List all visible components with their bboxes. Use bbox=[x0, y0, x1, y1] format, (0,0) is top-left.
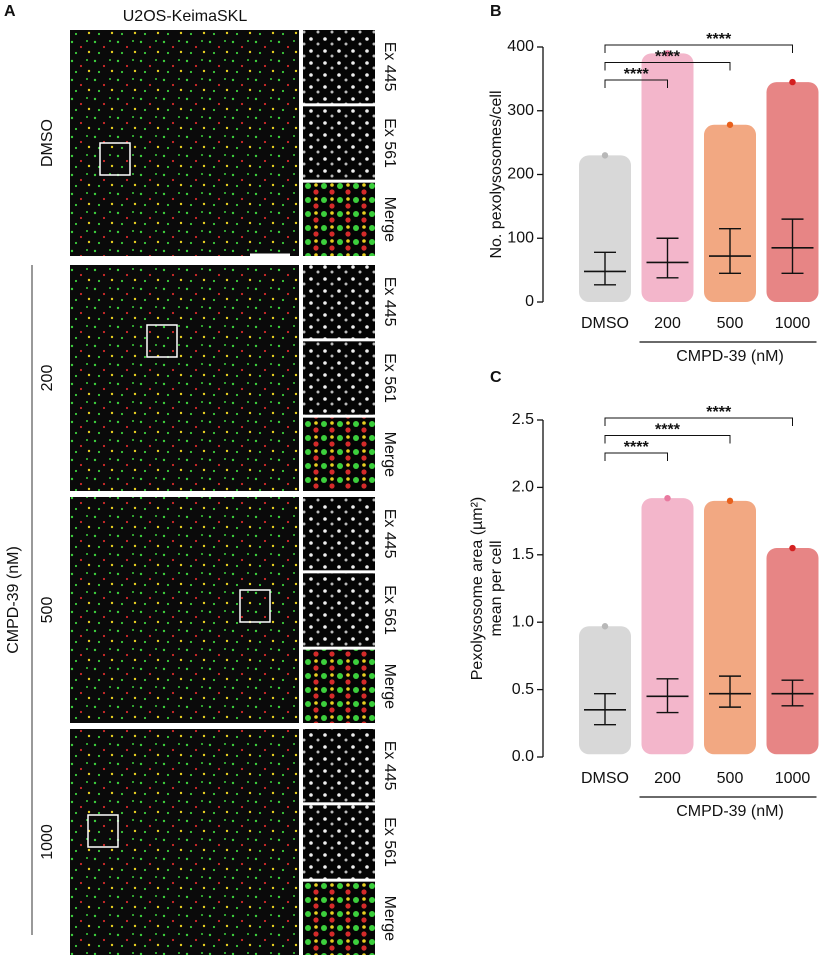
channel-label: Ex 445 bbox=[381, 509, 398, 559]
inset bbox=[303, 497, 375, 571]
max-point bbox=[601, 623, 609, 630]
group-label: CMPD-39 (nM) bbox=[676, 348, 784, 365]
x-tick-label: 500 bbox=[717, 315, 744, 332]
x-tick-label: 1000 bbox=[775, 770, 811, 787]
row-label: 200 bbox=[39, 365, 56, 392]
y-axis-label: No. pexolysosomes/cell bbox=[488, 90, 505, 258]
y-tick-label: 200 bbox=[507, 166, 534, 183]
x-tick-label: 200 bbox=[654, 315, 681, 332]
y-axis-label: mean per cell bbox=[488, 540, 505, 636]
y-tick-label: 1.0 bbox=[512, 613, 534, 630]
y-tick-label: 2.0 bbox=[512, 479, 534, 496]
max-point bbox=[726, 497, 734, 505]
inset bbox=[303, 341, 375, 415]
x-tick-label: 1000 bbox=[775, 315, 811, 332]
inset bbox=[303, 649, 375, 723]
panel-title: U2OS-KeimaSKL bbox=[123, 8, 248, 25]
inset bbox=[303, 417, 375, 491]
significance-bracket bbox=[604, 435, 731, 444]
significance-label: **** bbox=[624, 66, 650, 83]
significance-bracket bbox=[604, 62, 731, 71]
max-point bbox=[664, 50, 671, 57]
zoom-box bbox=[87, 814, 119, 848]
channel-label: Ex 445 bbox=[381, 42, 398, 92]
dot-cloud bbox=[704, 124, 756, 303]
y-tick-label: 0.0 bbox=[512, 748, 534, 765]
significance-bracket bbox=[604, 79, 668, 88]
max-point bbox=[789, 544, 796, 552]
y-tick-label: 0.5 bbox=[512, 681, 534, 698]
x-tick-label: 200 bbox=[654, 770, 681, 787]
y-tick-label: 1.5 bbox=[512, 546, 534, 563]
inset bbox=[303, 30, 375, 104]
dot-cloud bbox=[766, 548, 819, 755]
inset bbox=[303, 265, 375, 339]
y-tick-label: 2.5 bbox=[512, 411, 534, 428]
micrograph bbox=[70, 497, 299, 723]
y-axis-label: Pexolysosome area (µm²) bbox=[469, 497, 486, 681]
channel-label: Ex 445 bbox=[381, 277, 398, 327]
dot-cloud bbox=[579, 155, 631, 302]
channel-label: Ex 561 bbox=[381, 585, 398, 635]
significance-label: **** bbox=[706, 31, 732, 48]
panel-label: C bbox=[490, 369, 502, 386]
inset bbox=[303, 573, 375, 647]
channel-label: Ex 561 bbox=[381, 817, 398, 867]
group-label: CMPD-39 (nM) bbox=[676, 803, 784, 820]
significance-label: **** bbox=[624, 439, 650, 456]
x-tick-label: 500 bbox=[717, 770, 744, 787]
significance-bracket bbox=[604, 417, 793, 426]
channel-label: Merge bbox=[381, 197, 398, 242]
micrograph bbox=[70, 729, 299, 955]
x-tick-label: DMSO bbox=[581, 315, 629, 332]
dot-cloud bbox=[641, 53, 694, 302]
significance-bracket bbox=[604, 44, 793, 53]
x-tick-label: DMSO bbox=[581, 770, 629, 787]
group-label: CMPD-39 (nM) bbox=[5, 546, 22, 654]
y-tick-label: 400 bbox=[507, 38, 534, 55]
inset bbox=[303, 106, 375, 180]
y-tick-label: 100 bbox=[507, 229, 534, 246]
micrograph bbox=[70, 265, 299, 491]
significance-label: **** bbox=[706, 404, 732, 421]
channel-label: Merge bbox=[381, 432, 398, 477]
row-label: 1000 bbox=[39, 824, 56, 860]
zoom-box bbox=[239, 589, 271, 623]
dot-cloud bbox=[641, 498, 694, 755]
inset bbox=[303, 805, 375, 879]
panel-label: B bbox=[490, 3, 502, 20]
y-tick-label: 0 bbox=[525, 293, 534, 310]
significance-bracket bbox=[604, 452, 668, 461]
row-label: DMSO bbox=[39, 119, 56, 167]
significance-label: **** bbox=[655, 422, 681, 439]
significance-label: **** bbox=[655, 49, 681, 66]
channel-label: Ex 561 bbox=[381, 353, 398, 403]
row-label: 500 bbox=[39, 597, 56, 624]
panel-label: A bbox=[4, 3, 16, 20]
channel-label: Ex 561 bbox=[381, 118, 398, 168]
max-point bbox=[601, 152, 609, 159]
zoom-box bbox=[99, 142, 131, 176]
channel-label: Merge bbox=[381, 896, 398, 941]
inset bbox=[303, 881, 375, 955]
max-point bbox=[789, 78, 796, 86]
inset bbox=[303, 729, 375, 803]
dot-cloud bbox=[579, 626, 631, 755]
zoom-box bbox=[146, 324, 178, 358]
max-point bbox=[664, 494, 671, 502]
dot-cloud bbox=[704, 500, 756, 755]
channel-label: Merge bbox=[381, 664, 398, 709]
y-tick-label: 300 bbox=[507, 102, 534, 119]
inset bbox=[303, 182, 375, 256]
max-point bbox=[726, 121, 734, 128]
channel-label: Ex 445 bbox=[381, 741, 398, 791]
